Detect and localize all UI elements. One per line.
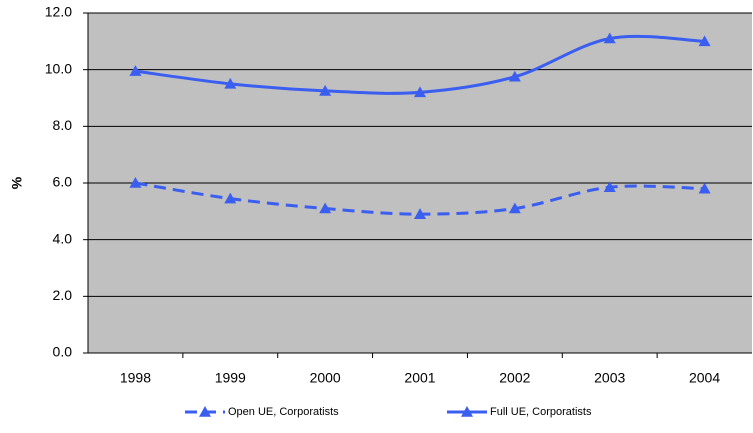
legend-marker xyxy=(461,406,473,417)
marker xyxy=(129,65,142,76)
y-tick-label: 4.0 xyxy=(53,230,73,246)
marker xyxy=(414,208,426,219)
legend-label: Open UE, Corporatists xyxy=(228,406,339,418)
y-tick-label: 6.0 xyxy=(53,174,73,190)
marker xyxy=(698,182,711,194)
marker xyxy=(129,177,142,188)
marker xyxy=(508,202,521,214)
x-tick-label: 2002 xyxy=(499,370,530,386)
marker xyxy=(603,181,616,193)
legend-marker xyxy=(199,406,211,417)
marker xyxy=(319,202,332,214)
marker xyxy=(508,70,521,82)
x-tick-label: 2003 xyxy=(594,370,625,386)
marker xyxy=(224,77,237,89)
marker xyxy=(698,35,711,47)
y-tick-label: 10.0 xyxy=(45,60,72,76)
y-tick-label: 2.0 xyxy=(53,287,73,303)
marker xyxy=(319,84,332,96)
x-tick-label: 2001 xyxy=(404,370,435,386)
y-axis-label: % xyxy=(9,176,25,189)
marker xyxy=(603,32,616,44)
marker xyxy=(414,86,426,98)
legend-label: Full UE, Corporatists xyxy=(490,406,592,418)
y-tick-label: 8.0 xyxy=(53,117,73,133)
x-tick-label: 2004 xyxy=(689,370,720,386)
y-tick-label: 12.0 xyxy=(45,4,72,20)
y-tick-label: 0.0 xyxy=(53,344,73,360)
marker xyxy=(224,192,237,204)
x-tick-label: 2000 xyxy=(310,370,341,386)
x-tick-label: 1999 xyxy=(215,370,246,386)
x-tick-label: 1998 xyxy=(120,370,151,386)
